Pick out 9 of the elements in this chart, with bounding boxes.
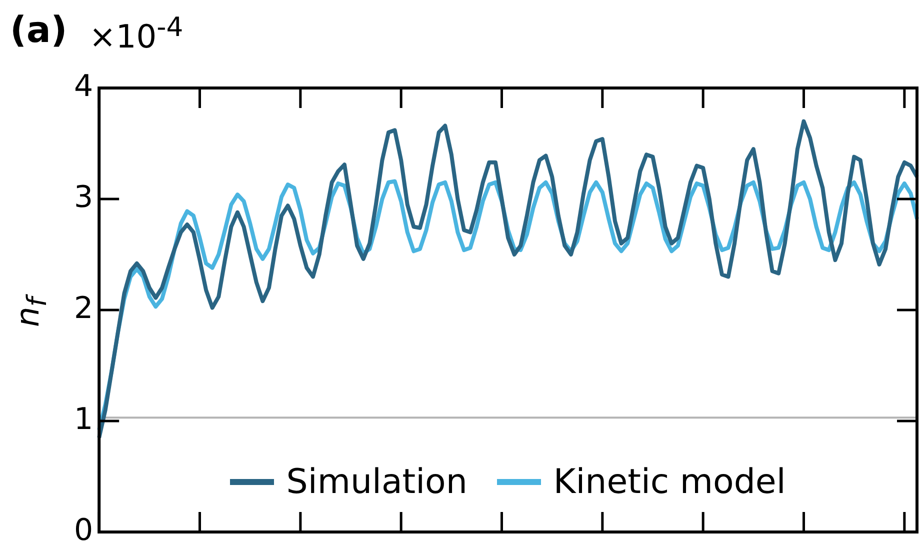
legend-label: Kinetic model <box>553 462 786 502</box>
legend-label: Simulation <box>286 462 468 502</box>
text: ×10$^{-4}$ <box>89 12 184 56</box>
y-tick-label: 1 <box>74 402 94 437</box>
y-tick-label: 3 <box>74 180 94 215</box>
y-tick-label: 2 <box>74 290 94 326</box>
y-tick-label: 0 <box>74 512 94 548</box>
y-tick-label: 4 <box>74 68 94 104</box>
chart-title: (a) <box>10 10 68 51</box>
